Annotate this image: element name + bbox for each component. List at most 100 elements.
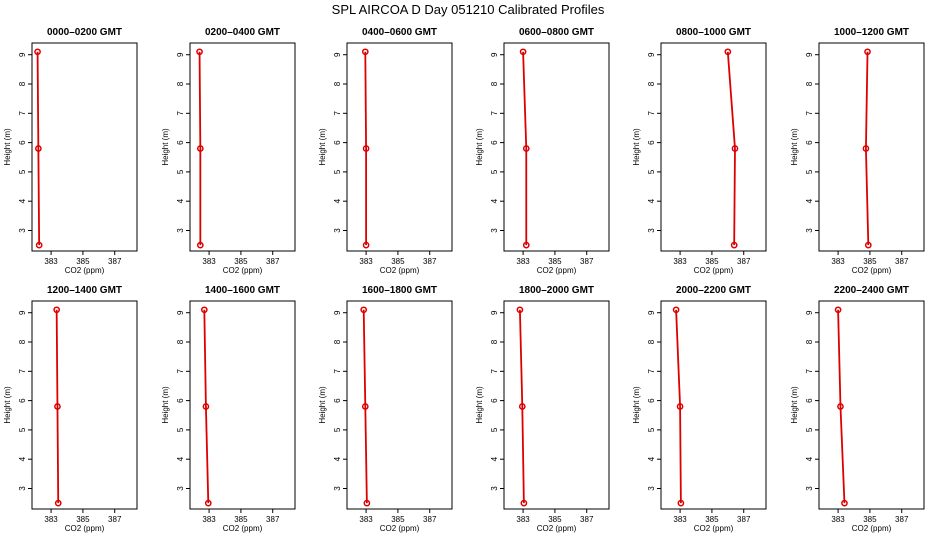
profile-point: [362, 145, 370, 152]
y-tick-label: 4: [176, 456, 185, 461]
y-tick-label: 7: [805, 111, 814, 116]
y-axis-label: Height (m): [318, 128, 327, 166]
y-tick-label: 5: [490, 169, 499, 174]
x-axis-label: CO2 (ppm): [65, 266, 105, 275]
profile-line: [726, 51, 736, 246]
plot-frame: [31, 300, 138, 510]
profile-point: [361, 48, 369, 56]
profile-point: [519, 48, 527, 56]
plot-title: 2200–2400 GMT: [834, 285, 909, 296]
x-tick-label: 383: [831, 257, 845, 266]
y-tick-label: 5: [647, 169, 656, 174]
profile-line: [36, 51, 41, 246]
y-tick-label: 8: [490, 339, 499, 344]
x-axis-label: CO2 (ppm): [694, 266, 734, 275]
y-tick-label: 8: [647, 81, 656, 86]
y-tick-label: 9: [647, 310, 656, 315]
x-tick-label: 385: [76, 515, 90, 524]
y-tick-label: 5: [490, 427, 499, 432]
plot-title: 1400–1600 GMT: [205, 285, 280, 296]
profile-point: [363, 499, 371, 507]
x-tick-label: 387: [580, 515, 594, 524]
y-tick-label: 3: [18, 486, 27, 491]
y-tick-label: 4: [647, 198, 656, 203]
plot-title: 0400–0600 GMT: [362, 27, 437, 38]
plot-frame: [346, 300, 453, 510]
x-tick-label: 383: [516, 257, 530, 266]
y-axis-label: Height (m): [632, 386, 641, 424]
profile-point: [360, 306, 368, 314]
plot-title: 0600–0800 GMT: [519, 27, 594, 38]
y-tick-label: 7: [805, 369, 814, 374]
y-axis-label: Height (m): [318, 386, 327, 424]
y-tick-label: 4: [490, 456, 499, 461]
plot-title: 2000–2200 GMT: [676, 285, 751, 296]
profile-point: [677, 499, 685, 507]
y-axis-label: Height (m): [475, 128, 484, 166]
profile-point: [518, 403, 526, 410]
y-tick-label: 7: [18, 369, 27, 374]
plot-title: 0000–0200 GMT: [47, 27, 122, 38]
x-tick-label: 385: [234, 515, 248, 524]
x-axis-label: CO2 (ppm): [380, 524, 420, 533]
y-tick-label: 4: [333, 198, 342, 203]
y-tick-label: 3: [333, 486, 342, 491]
y-tick-label: 4: [647, 456, 656, 461]
plot-frame: [818, 42, 925, 252]
x-tick-label: 383: [202, 257, 216, 266]
x-tick-label: 383: [359, 257, 373, 266]
plot-frame: [818, 300, 925, 510]
y-tick-label: 4: [490, 198, 499, 203]
y-tick-label: 7: [18, 111, 27, 116]
y-tick-label: 4: [805, 456, 814, 461]
profile-point: [516, 306, 524, 314]
x-tick-label: 387: [266, 257, 280, 266]
x-tick-label: 383: [202, 515, 216, 524]
profile-point: [672, 306, 680, 314]
y-tick-label: 5: [333, 169, 342, 174]
x-tick-label: 387: [108, 515, 122, 524]
y-tick-label: 4: [18, 198, 27, 203]
plot-frame: [660, 300, 767, 510]
y-tick-label: 7: [647, 369, 656, 374]
y-tick-label: 8: [333, 81, 342, 86]
y-tick-label: 9: [805, 52, 814, 57]
y-tick-label: 7: [176, 111, 185, 116]
y-tick-label: 3: [490, 228, 499, 233]
y-tick-label: 7: [176, 369, 185, 374]
x-tick-label: 387: [580, 257, 594, 266]
y-tick-label: 6: [18, 140, 27, 145]
x-tick-label: 385: [234, 257, 248, 266]
x-axis-label: CO2 (ppm): [537, 524, 577, 533]
y-tick-label: 9: [647, 52, 656, 57]
plot-title: 0200–0400 GMT: [205, 27, 280, 38]
y-tick-label: 9: [805, 310, 814, 315]
y-tick-label: 6: [647, 398, 656, 403]
y-tick-label: 4: [805, 198, 814, 203]
x-axis-label: CO2 (ppm): [223, 266, 263, 275]
x-axis-label: CO2 (ppm): [65, 524, 105, 533]
y-tick-label: 9: [176, 52, 185, 57]
y-tick-label: 9: [490, 310, 499, 315]
profile-point: [35, 145, 42, 152]
y-tick-label: 7: [333, 111, 342, 116]
y-axis-label: Height (m): [790, 128, 799, 166]
profile-point: [864, 241, 872, 249]
x-tick-label: 387: [737, 257, 751, 266]
x-tick-label: 385: [76, 257, 90, 266]
x-tick-label: 385: [391, 515, 405, 524]
profile-point: [196, 48, 203, 56]
profile-line: [198, 51, 202, 246]
y-axis-label: Height (m): [161, 386, 170, 424]
profile-point: [837, 403, 844, 410]
x-tick-label: 387: [423, 257, 437, 266]
profile-point: [196, 241, 204, 249]
y-tick-label: 5: [805, 169, 814, 174]
x-tick-label: 383: [673, 257, 687, 266]
profile-point: [522, 145, 530, 152]
profile-point: [35, 241, 43, 249]
x-axis-label: CO2 (ppm): [380, 266, 420, 275]
x-tick-label: 385: [391, 257, 405, 266]
y-axis-label: Height (m): [790, 386, 799, 424]
y-tick-label: 6: [18, 398, 27, 403]
